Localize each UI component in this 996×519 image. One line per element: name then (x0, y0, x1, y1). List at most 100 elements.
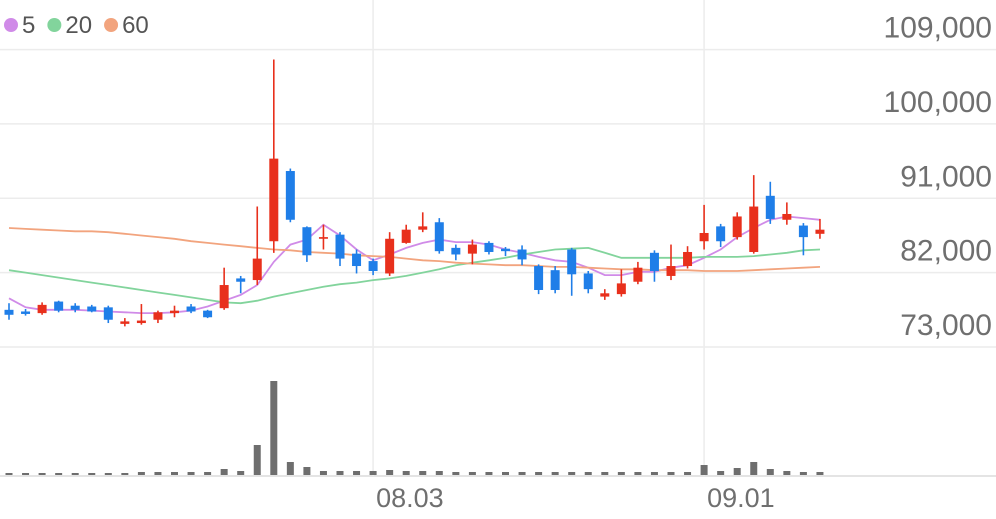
candle-body (567, 249, 577, 275)
candle-body (732, 216, 742, 238)
candle-body (765, 195, 775, 219)
volume-bar (468, 472, 476, 475)
candle-body (633, 267, 643, 282)
volume-bar (336, 471, 344, 475)
volume-bar (171, 472, 178, 475)
candle-body (434, 222, 444, 252)
candle-body (236, 278, 246, 282)
volume-bar (237, 471, 245, 475)
candle-body (203, 310, 213, 318)
candle-body (451, 247, 461, 255)
volume-bar (634, 472, 642, 475)
y-tick-label: 109,000 (884, 12, 992, 45)
candle-body (534, 266, 544, 290)
volume-bar (5, 473, 13, 475)
candle-body (699, 232, 709, 242)
volume-bar (104, 473, 112, 475)
ma-line (8, 227, 821, 272)
volume-bar (568, 472, 576, 475)
y-tick-label: 100,000 (884, 86, 992, 119)
candle-body (37, 304, 47, 314)
candle-body (467, 244, 477, 254)
candle-body (815, 229, 825, 234)
candle-body (616, 283, 626, 295)
y-tick-label: 73,000 (900, 309, 992, 342)
volume-bar (369, 471, 377, 475)
volume-bar (419, 471, 427, 475)
volume-bar (551, 472, 559, 475)
volume-bar (154, 472, 162, 475)
y-tick-label: 82,000 (900, 235, 992, 268)
candle-body (219, 285, 229, 309)
volume-bar (253, 445, 261, 475)
volume-bar (71, 473, 79, 475)
candle-body (401, 229, 411, 243)
volume-bar (286, 462, 294, 475)
volume-bar (121, 473, 129, 475)
x-tick-label: 08.03 (376, 483, 444, 513)
candle-body (600, 293, 610, 297)
y-tick-label: 91,000 (900, 160, 992, 193)
volume-bar (684, 472, 692, 475)
volume-bar (717, 471, 725, 475)
candle-body (4, 309, 14, 315)
candle-body (170, 310, 179, 314)
volume-bar (502, 472, 509, 475)
candle-body (583, 273, 593, 290)
candle-body (716, 226, 726, 242)
candle-body (70, 305, 80, 310)
volume-bar (187, 472, 195, 475)
volume-bar (319, 471, 327, 475)
volume-bar (518, 472, 526, 475)
ma-line (8, 215, 821, 314)
candle-body (550, 270, 560, 290)
candle-body (335, 234, 345, 259)
candle-body (683, 251, 693, 267)
candle-body (418, 226, 428, 230)
volume-bar (601, 472, 609, 475)
candle-body (269, 158, 279, 242)
volume-bar (353, 471, 361, 475)
volume-bar (55, 473, 63, 475)
volume-bar (535, 472, 543, 475)
volume-bar (220, 469, 228, 475)
volume-bar (386, 470, 394, 475)
candle-body (484, 242, 494, 252)
volume-bar (303, 467, 311, 475)
volume-bar (584, 472, 592, 475)
volume-bar (485, 472, 493, 475)
volume-bar (617, 472, 625, 475)
candle-body (302, 227, 312, 256)
candle-body (54, 301, 64, 311)
volume-bar (452, 472, 460, 475)
volume-bar (402, 471, 410, 475)
volume-bar (750, 462, 758, 475)
candle-body (782, 213, 792, 220)
candle-body (285, 171, 295, 220)
candle-body (186, 306, 196, 312)
legend-swatch (47, 18, 62, 32)
candle-body (517, 249, 527, 260)
volume-bar (38, 473, 46, 475)
volume-bar (667, 472, 675, 475)
candle-body (153, 312, 163, 320)
candle-body (649, 252, 659, 271)
candle-body (318, 237, 328, 239)
volume-bar (88, 473, 96, 475)
volume-bar (783, 471, 791, 475)
volume-bar (766, 469, 774, 475)
volume-bar (22, 473, 30, 475)
candle-body (798, 225, 808, 238)
volume-bar (435, 471, 443, 475)
candle-body (501, 248, 510, 252)
volume-bar (137, 472, 145, 475)
candle-body (120, 321, 130, 324)
legend-swatch (104, 18, 119, 32)
candle-body (749, 206, 759, 252)
candle-body (136, 320, 146, 324)
volume-bar (650, 472, 658, 475)
candle-body (252, 258, 262, 281)
volume-bar (799, 472, 807, 475)
